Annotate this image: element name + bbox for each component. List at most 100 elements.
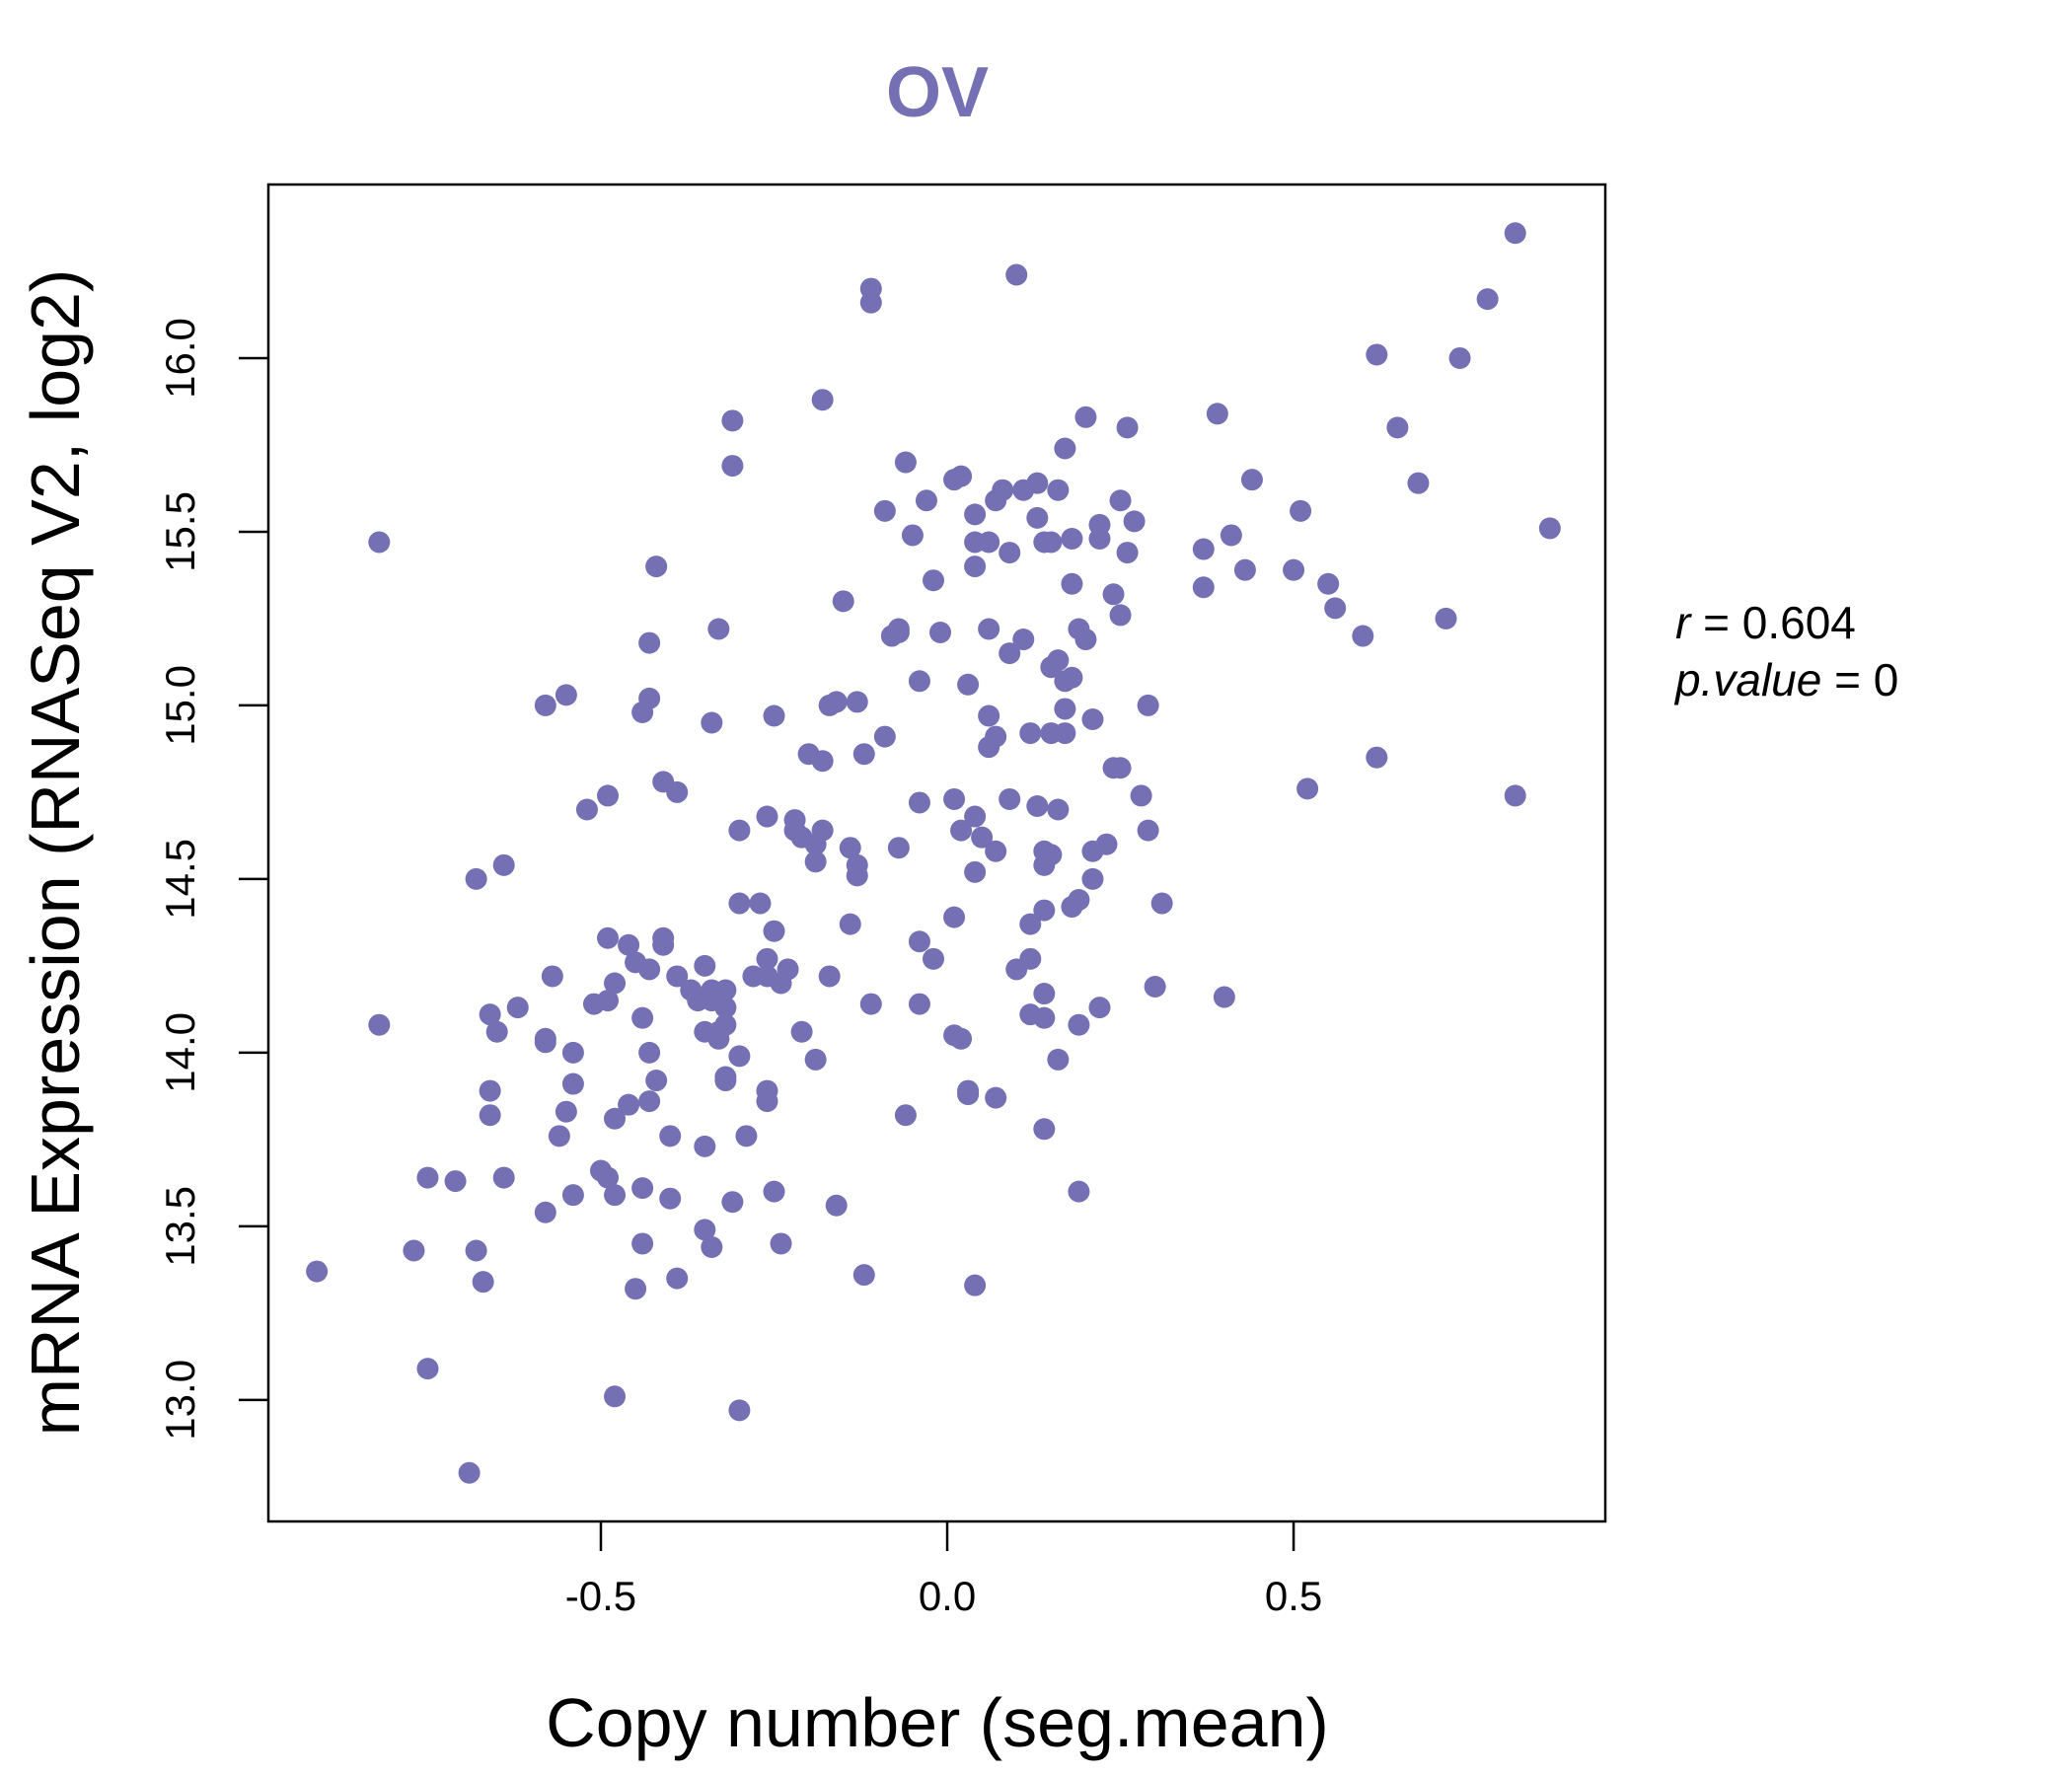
data-point-137 — [908, 670, 930, 693]
data-point-40 — [618, 933, 640, 956]
p-label: p.value — [1673, 654, 1821, 705]
x-tick-label: 0.5 — [1265, 1573, 1322, 1619]
data-point-69 — [701, 711, 723, 734]
data-point-97 — [763, 1180, 785, 1203]
data-point-225 — [1109, 757, 1132, 779]
data-point-32 — [597, 990, 620, 1012]
data-point-13 — [479, 1104, 501, 1127]
data-point-218 — [1088, 527, 1111, 550]
data-point-29 — [575, 798, 598, 821]
data-point-222 — [1102, 583, 1125, 606]
data-point-216 — [1081, 867, 1104, 890]
data-point-236 — [1206, 403, 1228, 425]
data-point-173 — [999, 642, 1021, 665]
data-point-132 — [887, 837, 910, 859]
x-tick-label: 0.0 — [919, 1573, 976, 1619]
data-point-66 — [694, 954, 716, 977]
data-point-47 — [631, 1232, 654, 1255]
data-point-239 — [1233, 558, 1256, 581]
data-point-82 — [721, 455, 744, 478]
data-point-135 — [894, 1104, 917, 1127]
data-point-50 — [638, 1041, 661, 1064]
data-point-220 — [1095, 833, 1118, 855]
data-point-188 — [1033, 899, 1056, 922]
data-point-111 — [811, 389, 834, 411]
data-point-190 — [1033, 1006, 1056, 1029]
data-point-54 — [645, 1070, 668, 1092]
data-point-207 — [1061, 527, 1083, 550]
data-point-238 — [1220, 524, 1242, 547]
y-tick-label: 14.0 — [157, 1012, 203, 1093]
data-point-3 — [403, 1239, 425, 1262]
data-point-226 — [1116, 416, 1139, 439]
data-point-23 — [548, 1125, 570, 1147]
x-axis-title: Copy number (seg.mean) — [546, 1684, 1329, 1761]
data-point-157 — [964, 555, 987, 578]
data-point-248 — [1366, 746, 1388, 769]
data-point-14 — [485, 1020, 508, 1043]
data-point-83 — [721, 1191, 744, 1214]
data-point-1 — [368, 531, 391, 554]
data-point-249 — [1386, 416, 1409, 439]
data-point-21 — [534, 1201, 556, 1223]
data-point-171 — [999, 542, 1021, 564]
data-point-141 — [915, 489, 937, 512]
data-point-142 — [922, 947, 944, 970]
data-point-127 — [859, 993, 882, 1015]
data-point-118 — [839, 837, 861, 859]
data-point-253 — [1476, 288, 1499, 311]
data-point-105 — [790, 1020, 813, 1043]
data-point-27 — [561, 1041, 584, 1064]
data-point-159 — [964, 860, 987, 883]
data-point-119 — [839, 913, 861, 935]
data-point-237 — [1213, 986, 1235, 1008]
data-point-17 — [506, 997, 529, 1019]
data-point-155 — [964, 503, 987, 526]
data-point-124 — [852, 1264, 875, 1287]
data-point-77 — [714, 997, 737, 1019]
data-point-229 — [1130, 784, 1152, 807]
data-point-53 — [645, 555, 668, 578]
data-point-114 — [818, 965, 841, 988]
data-point-84 — [728, 819, 751, 842]
data-point-98 — [763, 704, 785, 727]
data-point-210 — [1068, 1013, 1090, 1036]
data-point-58 — [659, 1125, 682, 1147]
data-point-24 — [555, 1100, 577, 1123]
data-point-182 — [1026, 794, 1049, 817]
data-point-146 — [943, 787, 966, 810]
data-point-209 — [1068, 889, 1090, 912]
data-point-241 — [1283, 558, 1305, 581]
data-point-183 — [1026, 506, 1049, 529]
data-point-126 — [859, 291, 882, 314]
data-point-194 — [1040, 531, 1063, 554]
data-point-85 — [728, 1045, 751, 1068]
data-point-33 — [597, 1166, 620, 1189]
data-point-189 — [1033, 983, 1056, 1005]
data-point-7 — [458, 1461, 481, 1484]
data-point-95 — [756, 1090, 778, 1113]
data-point-143 — [922, 569, 944, 592]
data-point-133 — [887, 622, 910, 644]
data-point-109 — [804, 851, 827, 873]
data-point-22 — [541, 965, 563, 988]
data-point-180 — [1019, 913, 1042, 935]
data-point-168 — [985, 840, 1007, 862]
data-point-112 — [811, 750, 834, 773]
data-point-128 — [873, 725, 896, 748]
data-point-46 — [631, 1177, 654, 1200]
data-point-178 — [1019, 722, 1042, 745]
data-point-90 — [749, 892, 772, 915]
data-point-160 — [964, 1274, 987, 1296]
data-point-198 — [1047, 798, 1070, 821]
data-points — [306, 222, 1561, 1484]
data-point-123 — [852, 743, 875, 766]
data-point-243 — [1296, 777, 1319, 800]
data-point-2 — [368, 1013, 391, 1036]
data-point-81 — [721, 409, 744, 432]
plot-frame — [266, 183, 1607, 1523]
data-point-231 — [1137, 819, 1159, 842]
y-tick-label: 15.0 — [157, 665, 203, 746]
data-point-227 — [1116, 542, 1139, 564]
